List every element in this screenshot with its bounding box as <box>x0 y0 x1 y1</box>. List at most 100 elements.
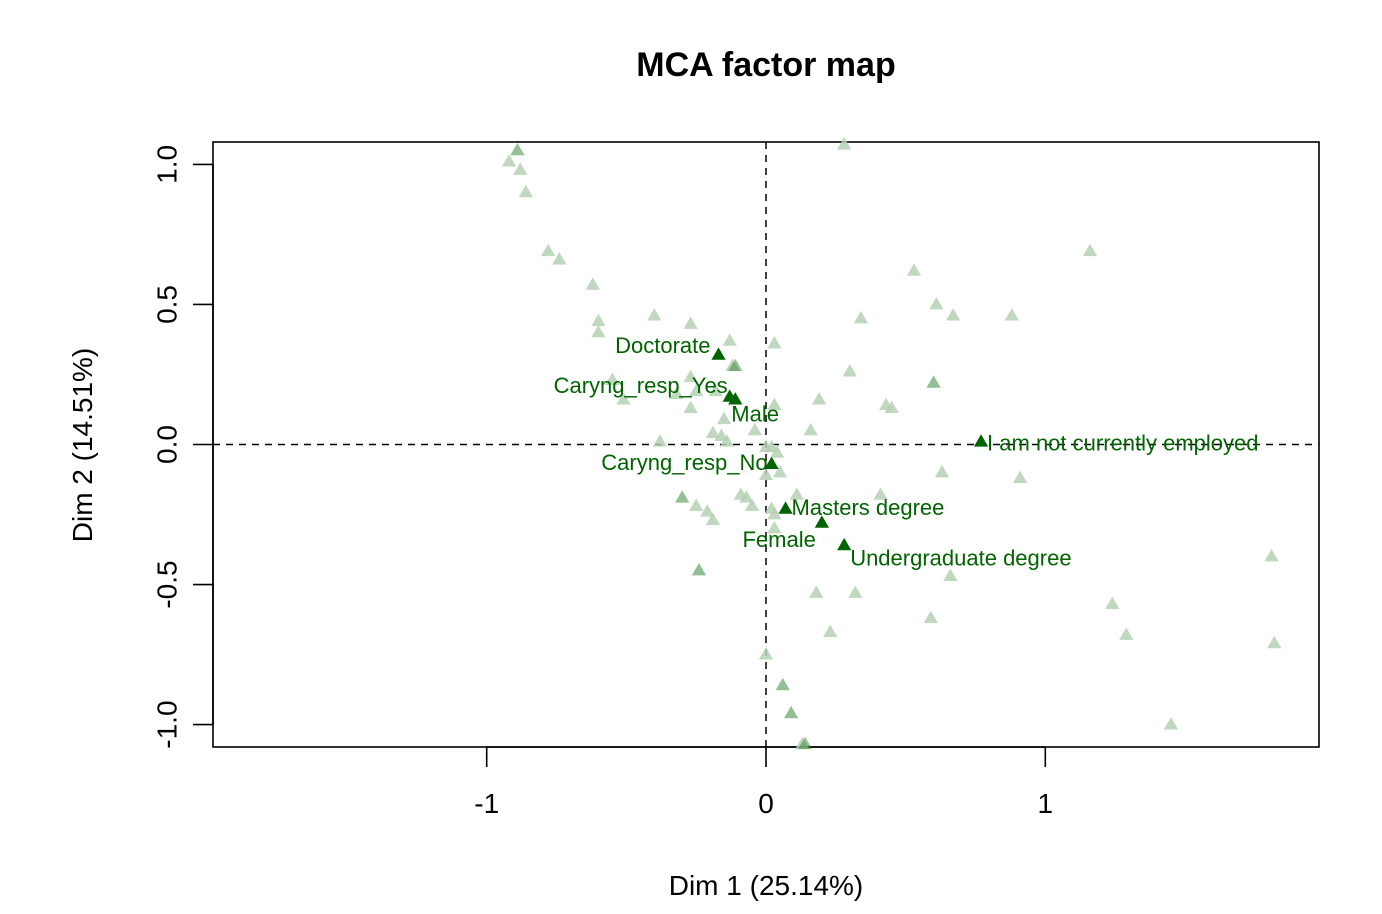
data-point <box>747 422 762 436</box>
x-tick-label: -1 <box>474 788 499 819</box>
data-point <box>691 563 707 576</box>
data-point <box>884 400 899 413</box>
point-label: Masters degree <box>792 495 945 520</box>
data-point <box>906 263 922 276</box>
x-tick-label: 0 <box>758 788 774 819</box>
data-point <box>513 162 528 175</box>
y-tick-label: -1.0 <box>151 700 182 748</box>
data-point <box>689 383 704 397</box>
chart-title: MCA factor map <box>636 46 895 84</box>
data-point <box>1013 470 1028 483</box>
data-point <box>767 521 782 534</box>
point-label: Undergraduate degree <box>850 545 1071 570</box>
data-point <box>616 392 631 405</box>
data-point <box>1105 596 1120 610</box>
data-point <box>929 296 944 310</box>
data-point <box>541 243 556 257</box>
labeled-data-point <box>814 515 829 528</box>
point-label: Doctorate <box>615 333 710 358</box>
data-point <box>518 184 533 198</box>
data-point <box>675 490 690 503</box>
point-label: Male <box>731 402 779 427</box>
y-axis-label: Dim 2 (14.51%) <box>67 348 98 543</box>
data-point <box>789 487 804 500</box>
data-point <box>767 397 782 411</box>
point-label: I am not currently employed <box>987 431 1258 456</box>
data-point <box>926 375 941 388</box>
data-point <box>683 400 698 413</box>
data-point <box>946 308 961 321</box>
unlabeled-points <box>501 137 1282 750</box>
data-point <box>510 142 525 156</box>
data-point <box>1082 243 1098 257</box>
data-point <box>591 324 606 338</box>
data-point <box>873 487 888 500</box>
y-axis: -1.0 -0.5 0.0 0.5 1.0 <box>151 145 214 749</box>
data-point <box>705 512 721 525</box>
data-point <box>770 445 785 458</box>
data-point <box>705 425 721 439</box>
data-point <box>767 336 782 349</box>
data-point <box>923 610 938 624</box>
data-point <box>719 434 735 447</box>
data-point <box>772 465 788 478</box>
data-point <box>943 568 958 582</box>
y-tick-label: 0.5 <box>151 285 182 324</box>
data-point <box>744 498 760 511</box>
data-point <box>728 358 743 371</box>
data-point <box>797 736 813 750</box>
data-point <box>585 277 600 290</box>
data-point <box>647 308 662 321</box>
data-point <box>809 585 824 598</box>
x-axis-label: Dim 1 (25.14%) <box>669 870 864 901</box>
data-point <box>700 504 715 517</box>
labeled-data-point <box>837 537 852 551</box>
x-axis: -1 0 1 <box>474 746 1054 819</box>
data-point <box>848 585 863 598</box>
data-point <box>722 333 737 346</box>
labeled-data-point <box>764 456 779 469</box>
data-point <box>501 154 517 167</box>
data-point <box>1264 549 1279 562</box>
data-point <box>842 364 857 377</box>
labeled-data-point <box>728 392 743 405</box>
point-label: Female <box>742 527 815 552</box>
data-point <box>758 467 774 481</box>
data-point <box>823 624 838 638</box>
data-point <box>1119 627 1134 640</box>
data-point <box>837 137 852 150</box>
data-point <box>934 465 950 478</box>
data-point <box>811 392 827 405</box>
labeled-data-point <box>711 347 726 360</box>
data-point <box>853 310 869 324</box>
point-label: Caryng_resp_Yes <box>554 373 728 398</box>
data-point <box>1163 717 1179 730</box>
data-point <box>739 490 754 503</box>
data-point <box>669 386 684 399</box>
y-tick-label: 0.0 <box>151 425 182 464</box>
data-point <box>1004 308 1019 321</box>
data-point <box>758 647 774 660</box>
data-point <box>591 313 606 327</box>
data-point <box>716 411 732 425</box>
labeled-data-point <box>778 501 793 514</box>
data-point <box>605 372 620 385</box>
y-tick-label: -0.5 <box>151 560 182 608</box>
labeled-data-point <box>973 434 989 447</box>
data-point <box>775 677 790 691</box>
data-point <box>803 422 818 436</box>
data-point <box>784 705 799 719</box>
data-point <box>767 507 782 520</box>
data-point <box>683 316 698 329</box>
data-point <box>652 434 667 447</box>
x-tick-label: 1 <box>1038 788 1054 819</box>
data-point <box>552 252 567 265</box>
data-point <box>1267 635 1282 649</box>
data-point <box>708 383 723 397</box>
y-tick-label: 1.0 <box>151 145 182 184</box>
data-point <box>683 369 698 383</box>
data-point <box>689 498 704 511</box>
point-label: Caryng_resp_No <box>601 450 767 475</box>
